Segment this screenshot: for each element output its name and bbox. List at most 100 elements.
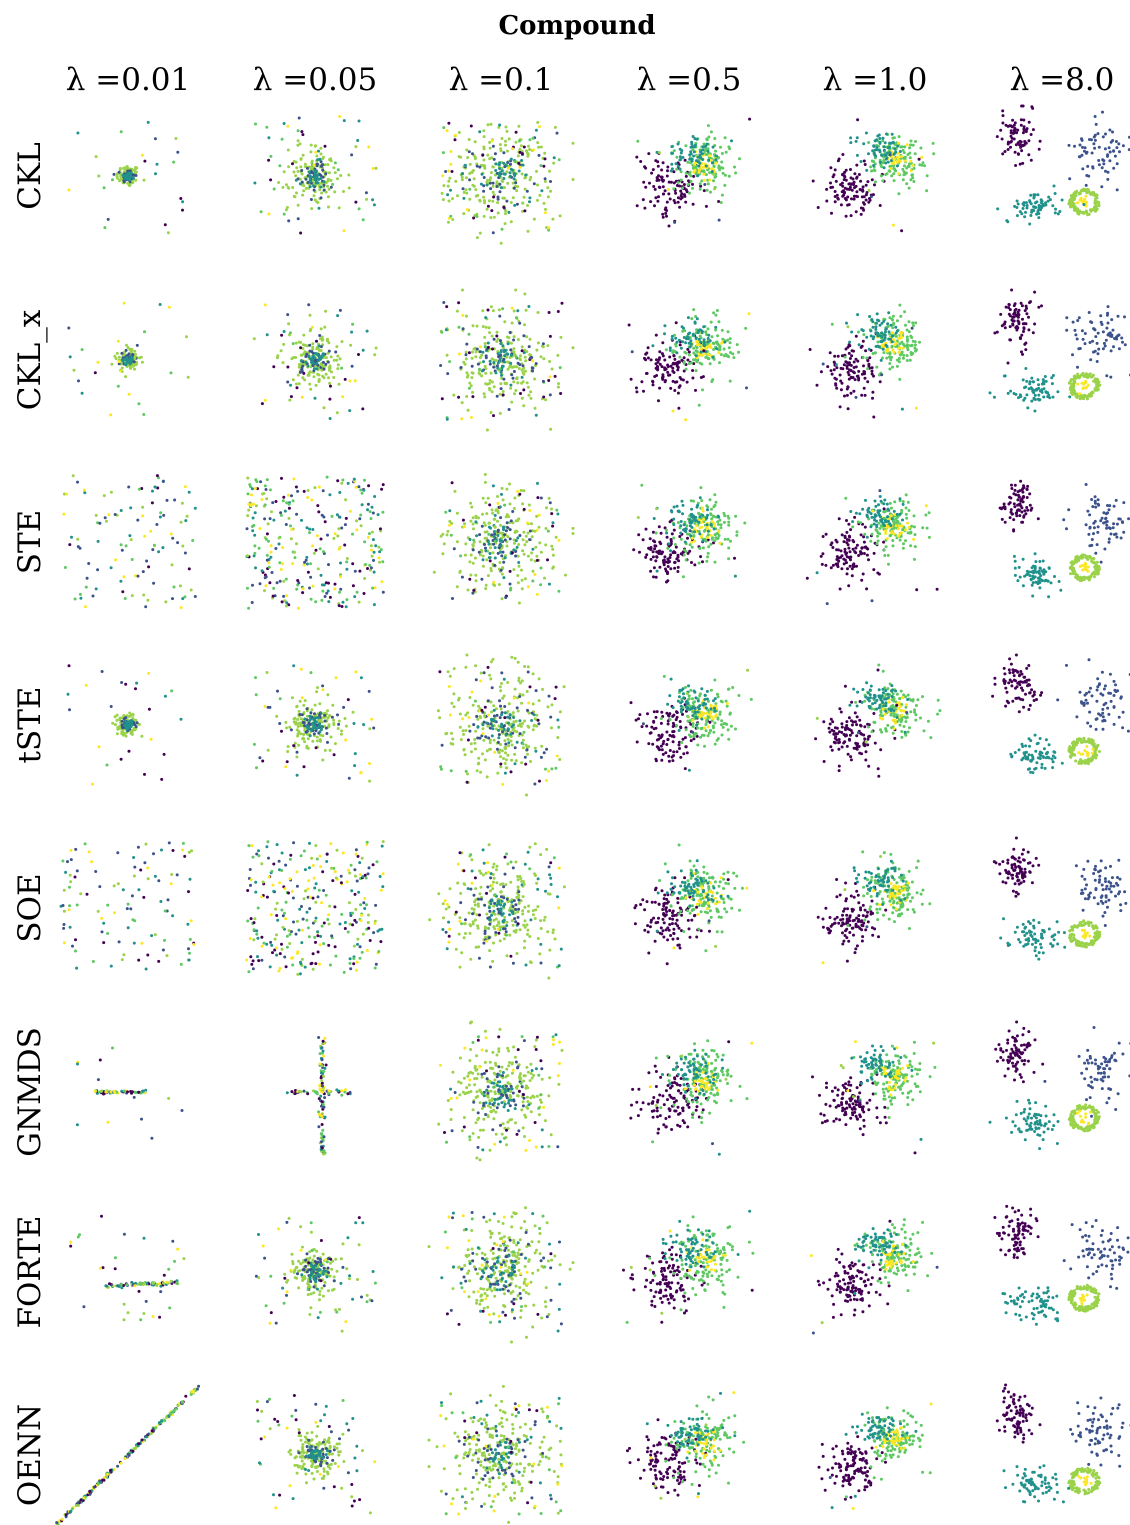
point — [869, 334, 873, 338]
point — [141, 505, 145, 509]
point — [371, 511, 375, 515]
point — [925, 174, 929, 178]
point — [323, 144, 327, 148]
point — [872, 144, 876, 148]
point — [1093, 194, 1097, 198]
point — [453, 133, 457, 137]
point — [489, 569, 493, 573]
point — [1090, 151, 1094, 155]
point — [67, 326, 71, 330]
point — [469, 553, 473, 557]
point — [842, 540, 846, 544]
point — [831, 563, 835, 567]
panel-ckl-x-1 — [252, 303, 378, 420]
point — [159, 511, 163, 515]
point — [901, 356, 905, 360]
point — [141, 570, 145, 574]
point — [1095, 388, 1099, 392]
point — [1081, 188, 1085, 192]
point — [491, 551, 495, 555]
point — [119, 369, 122, 373]
point — [845, 187, 849, 191]
point — [109, 566, 113, 570]
point — [862, 540, 866, 544]
point — [727, 557, 731, 561]
point — [713, 175, 717, 179]
point — [711, 355, 715, 359]
point — [488, 331, 492, 335]
point — [85, 576, 89, 580]
point — [313, 169, 317, 173]
point — [500, 373, 503, 377]
point — [317, 177, 321, 181]
point — [263, 398, 267, 402]
point — [528, 138, 532, 142]
point — [488, 140, 492, 144]
point — [479, 182, 483, 186]
point — [318, 334, 322, 337]
point — [79, 596, 83, 600]
point — [1073, 144, 1076, 148]
point — [674, 191, 678, 195]
point — [490, 209, 494, 213]
point — [1037, 393, 1041, 397]
point — [517, 367, 521, 370]
point — [1100, 185, 1104, 189]
point — [911, 143, 915, 147]
point — [846, 407, 850, 411]
point — [653, 204, 656, 208]
point — [1095, 207, 1099, 211]
point — [516, 536, 520, 540]
point — [688, 524, 692, 528]
point — [291, 342, 295, 346]
point — [1076, 382, 1080, 386]
point — [846, 385, 850, 389]
point — [527, 144, 530, 148]
point — [504, 529, 508, 533]
point — [67, 188, 71, 192]
point — [292, 170, 296, 174]
point — [513, 160, 517, 164]
point — [899, 145, 903, 149]
point — [113, 513, 117, 516]
point — [737, 350, 741, 354]
point — [709, 523, 713, 527]
point — [358, 517, 362, 521]
point — [551, 521, 555, 525]
point — [315, 534, 319, 538]
point — [183, 485, 187, 489]
point — [700, 169, 704, 173]
point — [888, 367, 892, 371]
point — [361, 407, 365, 411]
point — [464, 542, 468, 546]
point — [451, 218, 455, 221]
point — [329, 384, 332, 388]
point — [466, 156, 470, 159]
point — [571, 526, 575, 530]
point — [664, 348, 668, 352]
point — [505, 335, 509, 339]
point — [280, 137, 284, 141]
point — [462, 190, 466, 194]
point — [445, 417, 449, 421]
point — [874, 345, 878, 348]
point — [710, 161, 714, 165]
point — [321, 489, 325, 493]
point — [367, 145, 371, 149]
point — [1092, 327, 1096, 331]
point — [1060, 198, 1064, 202]
point — [538, 541, 542, 545]
point — [855, 163, 859, 167]
point — [1090, 208, 1093, 212]
point — [471, 591, 475, 595]
point — [460, 178, 464, 182]
point — [315, 162, 319, 166]
point — [663, 380, 667, 384]
point — [455, 585, 459, 589]
point — [1101, 110, 1104, 114]
point — [693, 563, 697, 567]
point — [862, 159, 866, 163]
point — [699, 150, 703, 154]
point — [527, 503, 531, 507]
point — [660, 365, 664, 369]
